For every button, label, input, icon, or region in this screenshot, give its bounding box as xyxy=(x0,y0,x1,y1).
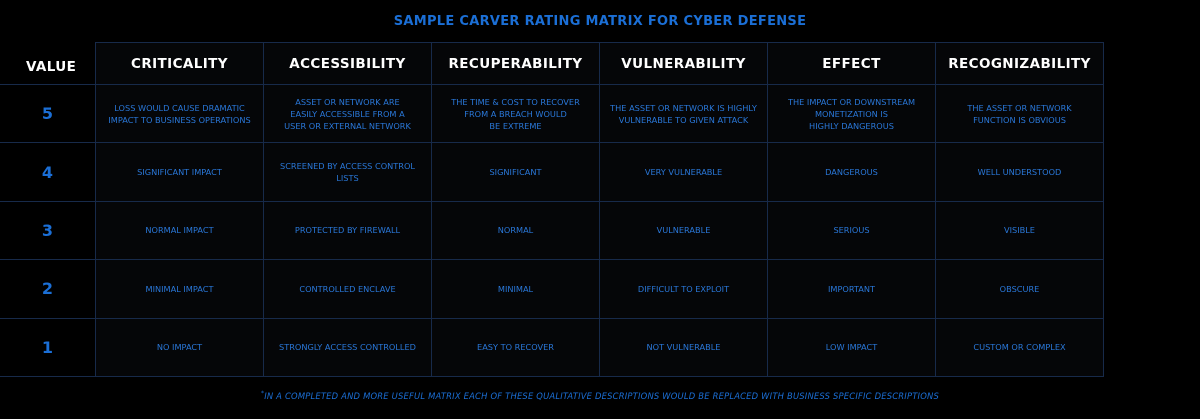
footnote: *IN A COMPLETED AND MORE USEFUL MATRIX E… xyxy=(0,390,1200,401)
row-value: 3 xyxy=(0,201,96,261)
criticality-cell: NORMAL IMPACT xyxy=(96,201,264,261)
accessibility-cell: PROTECTED BY FIREWALL xyxy=(264,201,432,261)
column-header-criticality: CRITICALITY xyxy=(96,42,264,85)
vulnerability-cell: DIFFICULT TO EXPLOIT xyxy=(600,260,768,319)
row-value: 5 xyxy=(0,85,96,144)
row-value: 2 xyxy=(0,260,96,319)
vulnerability-cell: NOT VULNERABLE xyxy=(600,318,768,377)
recognizability-cell: WELL UNDERSTOOD xyxy=(936,143,1104,202)
page-title: SAMPLE CARVER RATING MATRIX FOR CYBER DE… xyxy=(393,14,807,29)
effect-cell: THE IMPACT OR DOWNSTREAM MONETIZATION IS… xyxy=(768,85,936,144)
recognizability-cell: THE ASSET OR NETWORK FUNCTION IS OBVIOUS xyxy=(936,85,1104,144)
footnote-text: IN A COMPLETED AND MORE USEFUL MATRIX EA… xyxy=(264,390,939,401)
recuperability-cell: EASY TO RECOVER xyxy=(432,318,600,377)
effect-cell: DANGEROUS xyxy=(768,143,936,202)
effect-cell: SERIOUS xyxy=(768,201,936,261)
carver-matrix-table: VALUE CRITICALITY ACCESSIBILITY RECUPERA… xyxy=(0,42,1104,377)
recuperability-cell: NORMAL xyxy=(432,201,600,261)
footnote-marker: * xyxy=(260,390,265,397)
criticality-cell: MINIMAL IMPACT xyxy=(96,260,264,319)
vulnerability-cell: VERY VULNERABLE xyxy=(600,143,768,202)
column-header-accessibility: ACCESSIBILITY xyxy=(264,42,432,85)
row-value: 4 xyxy=(0,143,96,202)
column-header-recognizability: RECOGNIZABILITY xyxy=(936,42,1104,85)
criticality-cell: LOSS WOULD CAUSE DRAMATIC IMPACT TO BUSI… xyxy=(96,85,264,144)
recognizability-cell: CUSTOM OR COMPLEX xyxy=(936,318,1104,377)
vulnerability-cell: VULNERABLE xyxy=(600,201,768,261)
row-value: 1 xyxy=(0,318,96,377)
vulnerability-cell: THE ASSET OR NETWORK IS HIGHLY VULNERABL… xyxy=(600,85,768,144)
column-header-vulnerability: VULNERABILITY xyxy=(600,42,768,85)
accessibility-cell: SCREENED BY ACCESS CONTROL LISTS xyxy=(264,143,432,202)
accessibility-cell: ASSET OR NETWORK ARE EASILY ACCESSIBLE F… xyxy=(264,85,432,144)
column-header-effect: EFFECT xyxy=(768,42,936,85)
accessibility-cell: STRONGLY ACCESS CONTROLLED xyxy=(264,318,432,377)
recuperability-cell: SIGNIFICANT xyxy=(432,143,600,202)
recognizability-cell: VISIBLE xyxy=(936,201,1104,261)
accessibility-cell: CONTROLLED ENCLAVE xyxy=(264,260,432,319)
effect-cell: LOW IMPACT xyxy=(768,318,936,377)
column-header-value: VALUE xyxy=(0,42,96,85)
recuperability-cell: MINIMAL xyxy=(432,260,600,319)
recognizability-cell: OBSCURE xyxy=(936,260,1104,319)
criticality-cell: NO IMPACT xyxy=(96,318,264,377)
recuperability-cell: THE TIME & COST TO RECOVER FROM A BREACH… xyxy=(432,85,600,144)
criticality-cell: SIGNIFICANT IMPACT xyxy=(96,143,264,202)
effect-cell: IMPORTANT xyxy=(768,260,936,319)
column-header-recuperability: RECUPERABILITY xyxy=(432,42,600,85)
